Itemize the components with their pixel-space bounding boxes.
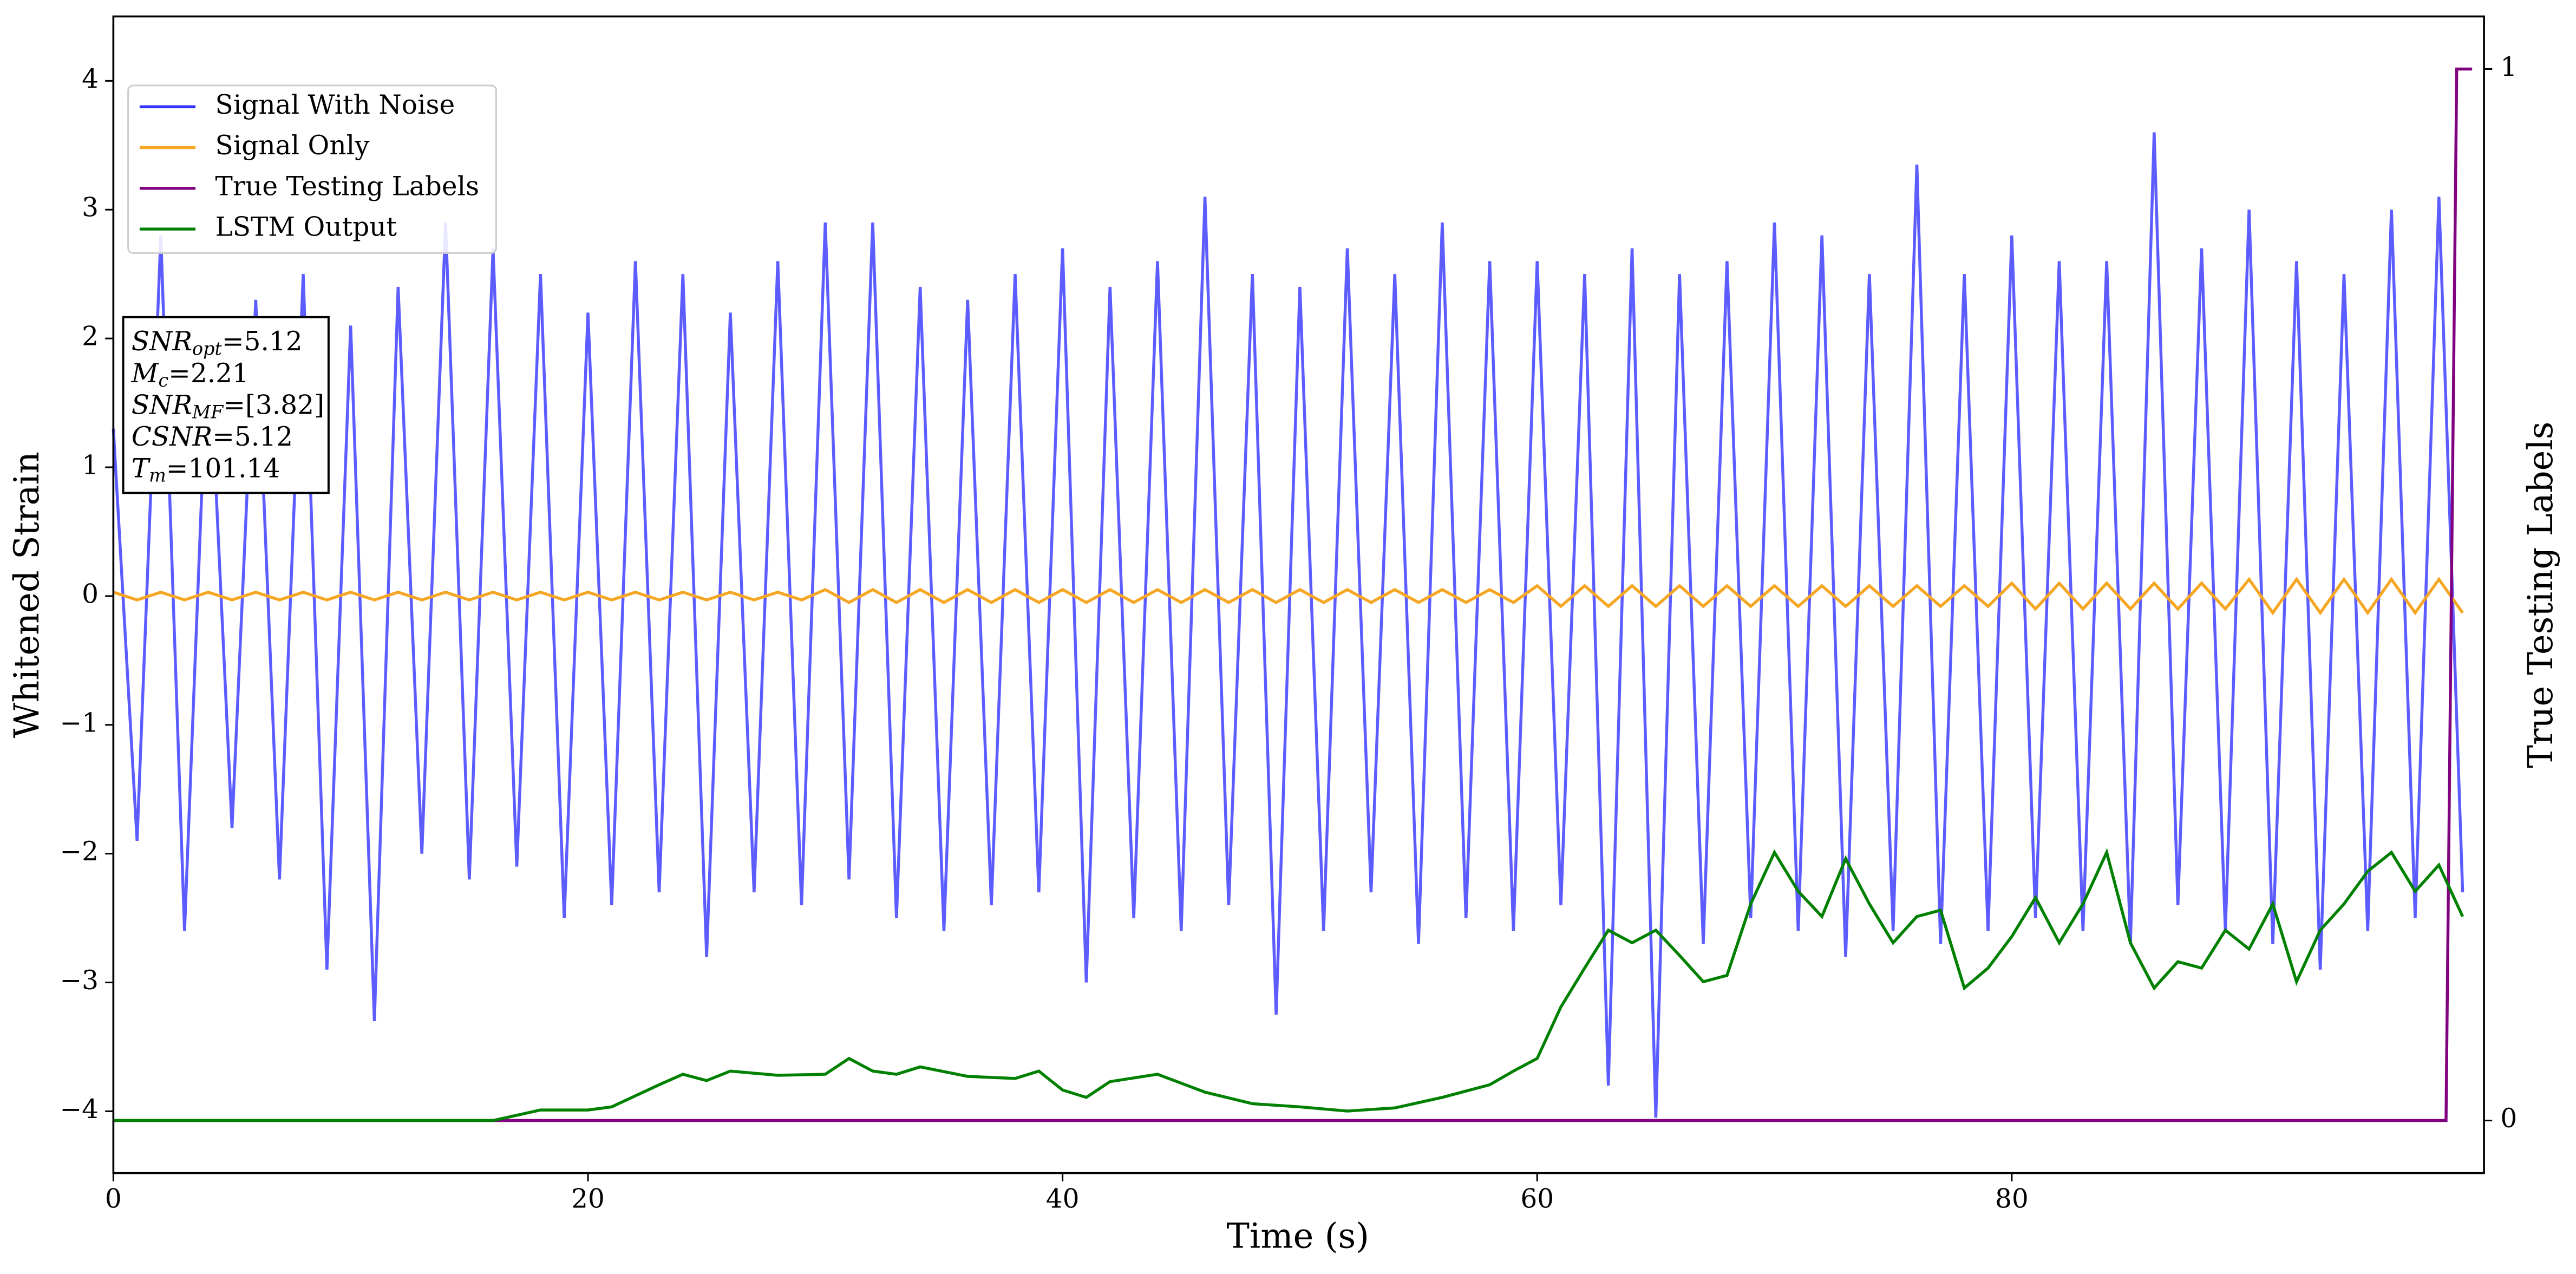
annotation-symbol: SNR [132, 326, 192, 357]
legend-label: Signal Only [215, 130, 370, 161]
annotation-subscript: c [158, 370, 168, 391]
annotation-value: =[3.82] [223, 390, 324, 420]
y2-tick-label: 0 [2500, 1103, 2517, 1134]
y-tick-label: 2 [82, 322, 99, 352]
legend-box [127, 84, 497, 254]
y-tick-label: 4 [82, 64, 99, 94]
series-line [113, 67, 2473, 1122]
y-tick-label: 0 [82, 579, 99, 609]
annotation: SNRopt=5.12Mc=2.21SNRMF=[3.82]CSNR=5.12T… [122, 316, 330, 494]
y-tick-label: −3 [60, 965, 99, 996]
legend: Signal With Noise Signal Only True Testing… [127, 84, 497, 254]
annotation-value: =101.14 [166, 453, 280, 484]
x-axis-label: Time (s) [1226, 1217, 1369, 1257]
y-tick-label: 3 [82, 193, 99, 223]
series-line [113, 577, 2464, 616]
plot-area [112, 67, 2473, 1122]
annotation-symbol: T [132, 453, 151, 484]
annotation-subscript: opt [192, 338, 222, 359]
series-line [113, 848, 2464, 1122]
y-tick-label: 1 [82, 450, 99, 481]
annotation-line: SNRopt=5.12 [132, 326, 303, 360]
annotation-symbol: M [131, 358, 159, 388]
annotation-symbol: CSNR [132, 421, 212, 452]
annotation-line: Tm=101.14 [132, 453, 280, 486]
annotation-value: =5.12 [222, 326, 303, 357]
annotation-value: =2.21 [168, 358, 249, 388]
y-tick-label: −4 [60, 1094, 99, 1125]
annotation-value: =5.12 [212, 421, 293, 452]
x-tick-label: 0 [105, 1184, 122, 1214]
x-tick-label: 40 [1046, 1184, 1080, 1214]
plot-frame [112, 15, 2485, 1174]
annotation-box [122, 316, 330, 494]
y2-tick-label: 1 [2500, 52, 2517, 82]
legend-label: True Testing Labels [215, 171, 480, 201]
x-tick-label: 60 [1520, 1184, 1554, 1214]
x-tick-label: 80 [1995, 1184, 2029, 1214]
series-line [112, 132, 2464, 1118]
x-tick-label: 20 [571, 1184, 605, 1214]
annotation-symbol: SNR [132, 390, 192, 420]
legend-label: LSTM Output [215, 212, 397, 243]
y2-axis-label: True Testing Labels [2521, 422, 2561, 768]
annotation-subscript: MF [192, 402, 224, 423]
y-tick-label: −2 [60, 837, 99, 867]
annotation-line: Mc=2.21 [131, 358, 249, 391]
annotation-line: CSNR=5.12 [132, 421, 293, 452]
y-axis-label: Whitened Strain [7, 452, 47, 738]
legend-label: Signal With Noise [215, 90, 455, 120]
annotation-line: SNRMF=[3.82] [132, 390, 324, 423]
annotation-subscript: m [149, 465, 166, 486]
y-tick-label: −1 [60, 708, 99, 738]
